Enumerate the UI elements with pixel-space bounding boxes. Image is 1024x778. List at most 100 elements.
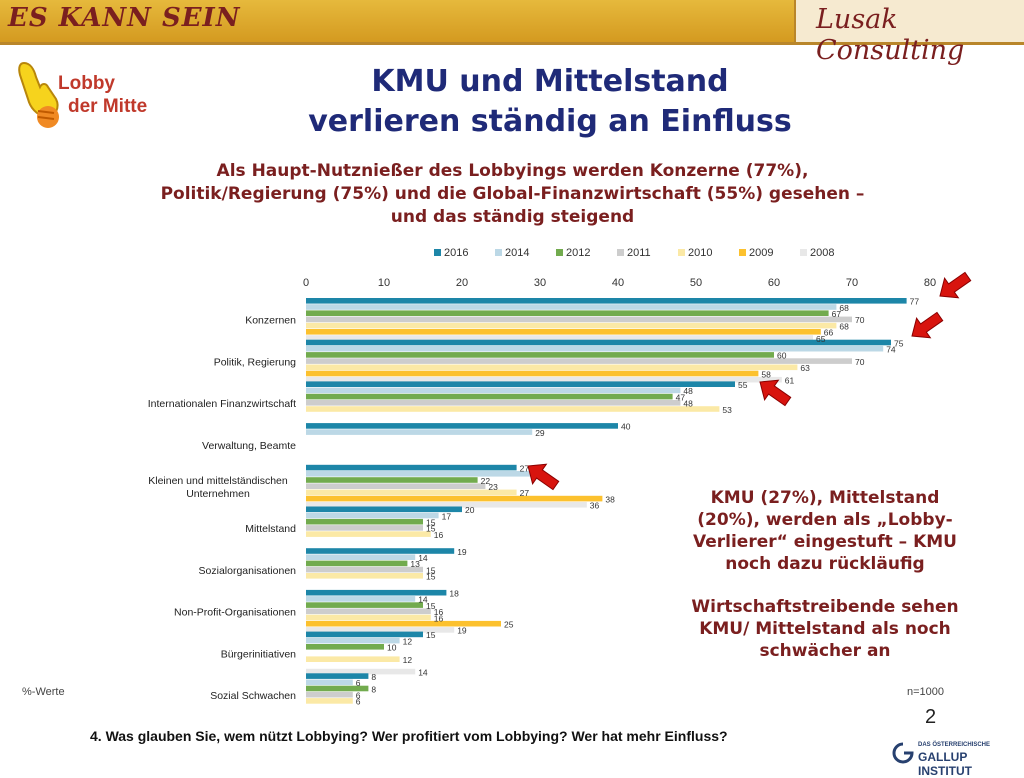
bar-2008: [306, 376, 782, 383]
callout-kmu-line-2: (20%), werden als „Lobby-: [697, 510, 953, 530]
bar-2012: [306, 518, 423, 525]
survey-question: 4. Was glauben Sie, wem nützt Lobbying? …: [90, 728, 728, 744]
header-banner: ES KANN SEIN Lusak Consulting: [0, 0, 1024, 66]
bar-2014: [306, 554, 416, 560]
callout-kmu-line-3: Verlierer“ eingestuft – KMU: [693, 532, 957, 552]
x-tick-label: 30: [534, 277, 546, 289]
x-tick-label: 10: [378, 277, 390, 289]
data-label-2011: 23: [488, 482, 498, 492]
bar-2014: [306, 387, 681, 394]
data-label-2008: 36: [590, 501, 600, 511]
legend-label-2016: 2016: [444, 247, 468, 259]
bar-2010: [306, 614, 431, 621]
category-label: Bürgerinitiativen: [221, 648, 296, 660]
data-label-2012: 15: [426, 518, 436, 528]
legend-swatch-2009: [739, 249, 746, 256]
callout-wirtschaft-line-3: schwächer an: [759, 641, 891, 661]
x-tick-label: 70: [846, 277, 858, 289]
data-label-2016: 20: [465, 505, 475, 515]
bar-2016: [306, 298, 907, 304]
red-arrow-shape: [911, 311, 944, 339]
data-label-2010: 16: [434, 613, 444, 623]
bar-2009: [306, 620, 501, 627]
bar-2011: [306, 608, 431, 615]
data-label-2012: 60: [777, 351, 787, 361]
data-label-2012: 22: [481, 476, 491, 486]
category-label: Kleinen und mittelständischen Unternehmen: [148, 475, 288, 500]
legend-label-2008: 2008: [810, 247, 834, 259]
chart-legend: 2016 2014 2012 2011 2010 2009 2008: [434, 247, 834, 259]
data-label-2008: 14: [418, 667, 428, 677]
callout-kmu-line-1: KMU (27%), Mittelstand: [710, 488, 940, 508]
data-label-2011: 70: [855, 357, 865, 367]
gallup-logo: [892, 742, 1022, 766]
red-arrow-icon: [939, 271, 972, 299]
header-left-brand: ES KANN SEIN: [8, 3, 241, 33]
bar-2010: [306, 406, 720, 412]
bar-2016: [306, 506, 462, 513]
category-label: Mittelstand: [245, 523, 296, 535]
bar-chart: 2016 2014 2012 2011 2010 2009 2008 0 10 20 30 40 50…: [148, 247, 972, 707]
bar-2014: [306, 596, 416, 602]
bar-2011: [306, 316, 852, 323]
bar-2016: [306, 381, 735, 387]
data-label-2012: 67: [832, 309, 842, 319]
bar-2010: [306, 489, 517, 496]
bar-2014: [306, 429, 533, 435]
x-tick-label: 0: [303, 277, 309, 289]
legend-swatch-2008: [800, 249, 807, 256]
data-label-2012: 15: [426, 601, 436, 611]
data-label-2016: 18: [449, 589, 459, 599]
data-label-2010: 6: [356, 697, 361, 707]
bar-2014: [306, 471, 533, 477]
bar-2009: [306, 370, 759, 377]
data-label-2014: 29: [535, 428, 545, 438]
gallup-subtitle: DAS ÖSTERREICHISCHE: [918, 742, 991, 748]
bar-2016: [306, 589, 447, 596]
bar-2008: [306, 668, 416, 675]
data-label-2016: 8: [371, 672, 376, 682]
data-label-2014: 17: [442, 511, 452, 521]
data-label-2016: 40: [621, 422, 631, 432]
legend-label-2014: 2014: [505, 247, 529, 259]
legend-swatch-2010: [678, 249, 685, 256]
bar-2010: [306, 531, 431, 537]
legend-label-2010: 2010: [688, 247, 712, 259]
data-label-2009: 66: [824, 328, 834, 338]
data-label-2010: 12: [403, 655, 413, 665]
x-tick-label: 80: [924, 277, 936, 289]
callout-arrows: [527, 271, 972, 491]
bars: [306, 298, 907, 704]
data-label-2012: 8: [371, 684, 376, 694]
category-label: Sozialorganisationen: [199, 565, 297, 577]
category-label: Sozial Schwachen: [210, 690, 296, 702]
bar-2011: [306, 525, 423, 531]
bar-2010: [306, 364, 798, 371]
data-label-2014: 68: [839, 303, 849, 313]
bar-2012: [306, 685, 369, 692]
bar-2012: [306, 602, 423, 608]
data-label-2012: 47: [676, 392, 686, 402]
bar-2014: [306, 345, 884, 352]
data-label-2014: 12: [403, 636, 413, 646]
data-label-2012: 13: [410, 559, 420, 569]
red-arrow-icon: [759, 379, 792, 407]
bar-2009: [306, 495, 603, 502]
legend-label-2009: 2009: [749, 247, 773, 259]
data-label-2010: 68: [839, 321, 849, 331]
callout-kmu-line-4: noch dazu rückläufig: [725, 554, 925, 574]
bar-2010: [306, 573, 423, 579]
legend-label-2011: 2011: [627, 247, 651, 259]
bar-2014: [306, 679, 353, 686]
legend-swatch-2016: [434, 249, 441, 256]
data-label-2014: 14: [418, 595, 428, 605]
category-label: Konzernen: [245, 315, 296, 327]
logo-text-lobby: Lobby: [58, 73, 115, 94]
data-label-2011: 15: [426, 565, 436, 575]
logo-text-mitte: der Mitte: [68, 96, 148, 117]
red-arrow-shape: [527, 463, 560, 491]
data-label-2016: 27: [520, 463, 530, 473]
data-label-2014: 74: [886, 345, 896, 355]
data-label-2008: 65: [816, 334, 826, 344]
